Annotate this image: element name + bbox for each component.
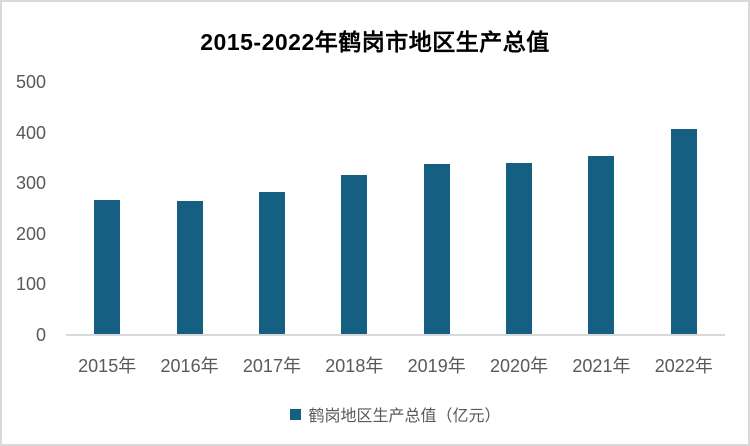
bar-column (643, 82, 725, 335)
y-tick-label: 500 (15, 72, 46, 92)
x-tick-label: 2015年 (78, 356, 137, 376)
plot-area (66, 82, 725, 335)
bar-column (478, 82, 560, 335)
bar-column (313, 82, 395, 335)
bar-column (396, 82, 478, 335)
bar-column (66, 82, 148, 335)
x-tick-label: 2020年 (490, 356, 549, 376)
bar (670, 129, 697, 335)
bar-column (148, 82, 230, 335)
bar (423, 164, 450, 335)
bar (506, 163, 533, 335)
x-tick-label: 2017年 (242, 356, 301, 376)
bar (588, 156, 615, 335)
bar (94, 200, 121, 335)
y-axis: 0 100 200 300 400 500 (2, 72, 46, 345)
y-tick-label: 400 (15, 122, 46, 143)
y-tick-label: 200 (15, 223, 46, 244)
bar (258, 192, 285, 335)
x-axis-labels: 2015年 2016年 2017年 2018年 2019年 2020年 2021年 2022年 (66, 352, 725, 378)
y-tick-label: 0 (35, 325, 46, 345)
bar (341, 175, 368, 335)
y-tick-label: 100 (15, 274, 46, 295)
bar-column (231, 82, 313, 335)
x-axis-line (66, 334, 725, 336)
bar-series (66, 82, 725, 335)
x-tick-label: 2019年 (407, 356, 466, 376)
chart-title: 2015-2022年鹤岗市地区生产总值 (200, 29, 550, 55)
bar-column (560, 82, 642, 335)
x-tick-label: 2021年 (572, 356, 631, 376)
y-tick-label: 300 (15, 173, 46, 194)
x-tick-label: 2018年 (325, 356, 384, 376)
legend: 鹤岗地区生产总值（亿元） (66, 402, 725, 426)
x-tick-label: 2016年 (160, 356, 219, 376)
legend-marker-icon (290, 408, 302, 420)
legend-label: 鹤岗地区生产总值（亿元） (308, 408, 501, 425)
x-tick-label: 2022年 (654, 356, 713, 376)
bar (176, 201, 203, 335)
